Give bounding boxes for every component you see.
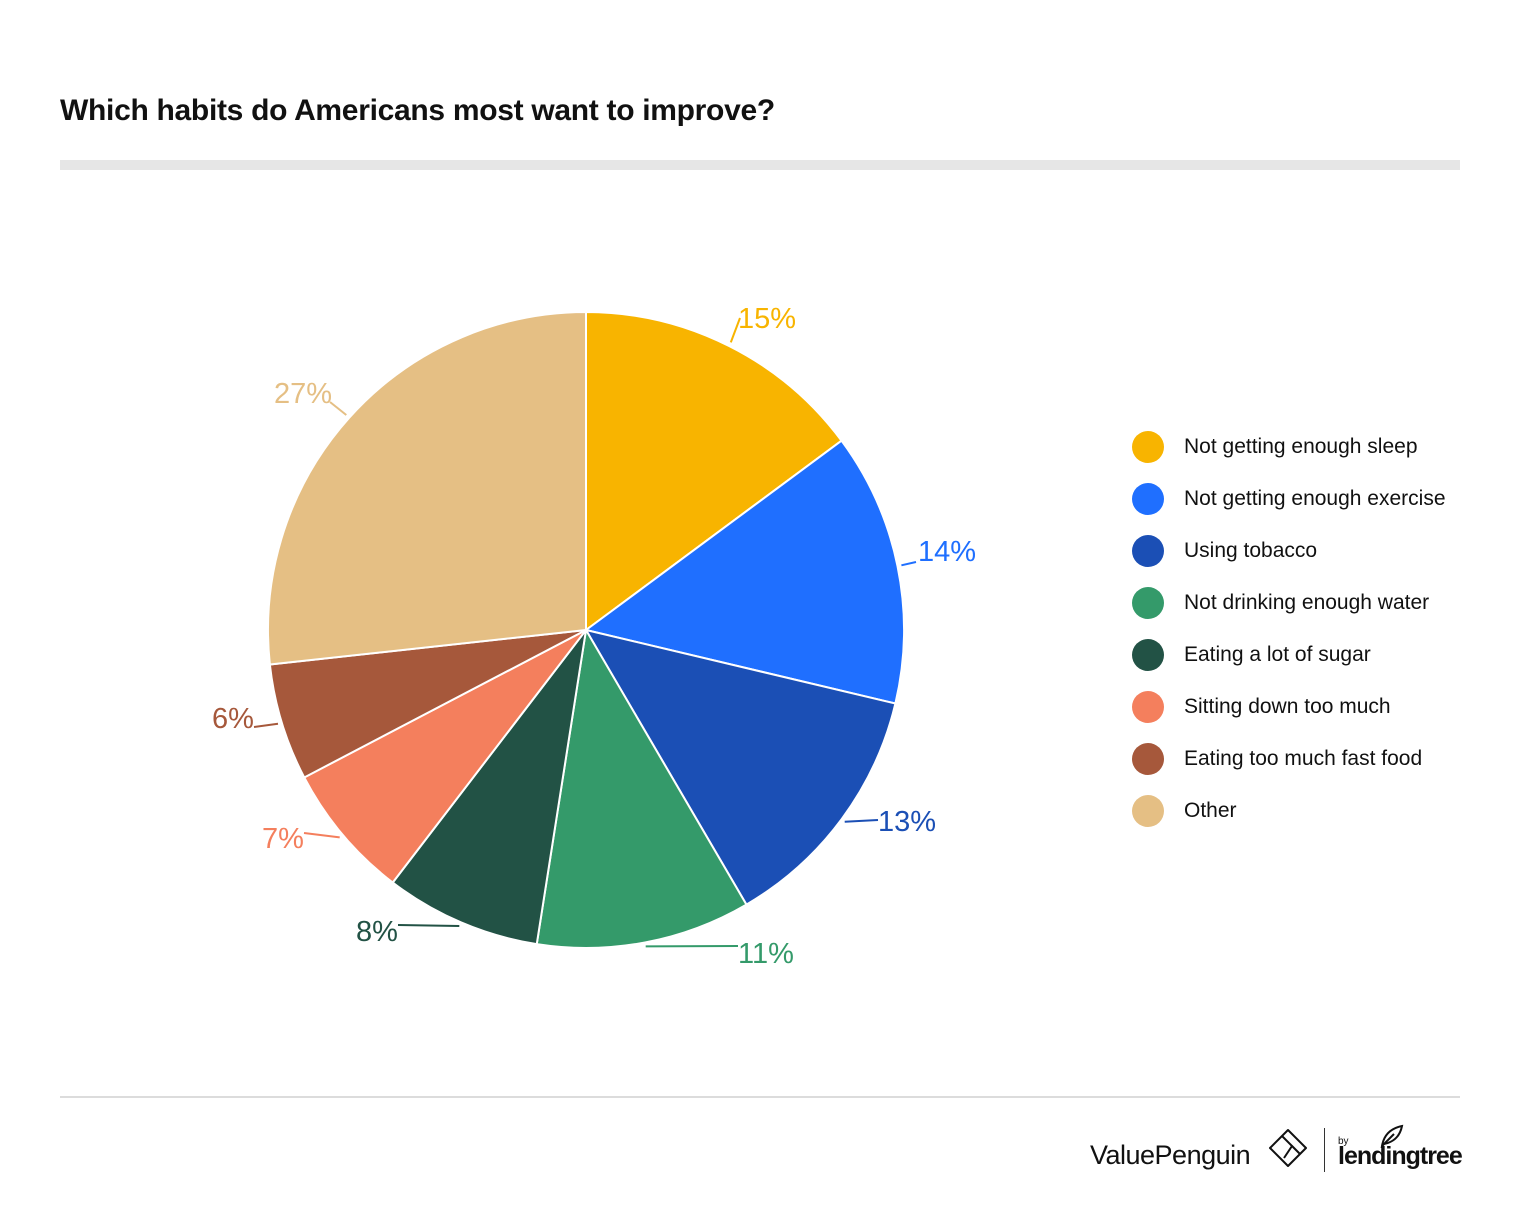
data-label: 11%: [738, 938, 794, 970]
legend-swatch: [1132, 483, 1164, 515]
legend-label: Not drinking enough water: [1184, 591, 1430, 614]
legend-item: Other: [1132, 794, 1492, 828]
label-leader-line: [329, 401, 347, 416]
label-leader-line: [844, 819, 879, 823]
header-divider: [60, 160, 1460, 170]
label-leader-line: [901, 561, 917, 567]
legend-swatch: [1132, 431, 1164, 463]
data-label: 8%: [356, 916, 398, 948]
pie-slice: [302, 629, 587, 884]
legend-item: Sitting down too much: [1132, 690, 1492, 724]
pie-slice: [391, 629, 587, 946]
legend-item: Using tobacco: [1132, 534, 1492, 568]
data-label: 13%: [878, 806, 936, 838]
label-leader-line: [397, 924, 460, 927]
pie-slices: [267, 310, 905, 949]
legend-item: Eating a lot of sugar: [1132, 638, 1492, 672]
legend-swatch: [1132, 795, 1164, 827]
legend-label: Eating too much fast food: [1184, 747, 1423, 770]
brand-divider: [1324, 1128, 1325, 1172]
pie-slice: [535, 627, 748, 949]
legend-label: Sitting down too much: [1184, 695, 1391, 718]
legend-item: Not getting enough exercise: [1132, 482, 1492, 516]
data-label: 6%: [212, 703, 254, 735]
legend-item: Not getting enough sleep: [1132, 430, 1492, 464]
valuepenguin-logo-icon: [1269, 1129, 1307, 1167]
legend-label: Not getting enough sleep: [1184, 435, 1418, 458]
brand-by-text: by: [1338, 1136, 1349, 1147]
legend-item: Not drinking enough water: [1132, 586, 1492, 620]
data-label: 27%: [274, 378, 332, 410]
label-leader-line: [253, 722, 279, 728]
data-label: 15%: [738, 303, 796, 335]
pie-slice: [267, 310, 587, 666]
label-leader-line: [729, 317, 741, 343]
legend-item: Eating too much fast food: [1132, 742, 1492, 776]
leaf-icon: [1380, 1124, 1404, 1148]
pie-slice: [583, 439, 905, 705]
lendingtree-logo-text: lendingtree: [1338, 1142, 1463, 1170]
footer-divider: [60, 1096, 1460, 1098]
legend: Not getting enough sleep Not getting eno…: [1132, 430, 1492, 846]
legend-label: Not getting enough exercise: [1184, 487, 1446, 510]
label-leaders: [253, 317, 917, 948]
legend-label: Other: [1184, 799, 1237, 822]
pie-slice: [583, 628, 897, 906]
legend-swatch: [1132, 639, 1164, 671]
data-label: 7%: [262, 823, 304, 855]
chart-title: Which habits do Americans most want to i…: [60, 94, 775, 127]
data-label: 14%: [918, 536, 976, 568]
label-leader-line: [303, 832, 340, 839]
legend-swatch: [1132, 691, 1164, 723]
legend-swatch: [1132, 743, 1164, 775]
brand-footer: ValuePenguin by lendingtree: [1088, 1124, 1468, 1180]
valuepenguin-logo-text: ValuePenguin: [1090, 1140, 1251, 1170]
legend-label: Using tobacco: [1184, 539, 1318, 562]
legend-label: Eating a lot of sugar: [1184, 643, 1371, 666]
legend-swatch: [1132, 587, 1164, 619]
legend-swatch: [1132, 535, 1164, 567]
pie-slice: [585, 310, 843, 632]
data-labels: 15% 14% 13% 11% 8% 7% 6% 27%: [212, 303, 976, 970]
